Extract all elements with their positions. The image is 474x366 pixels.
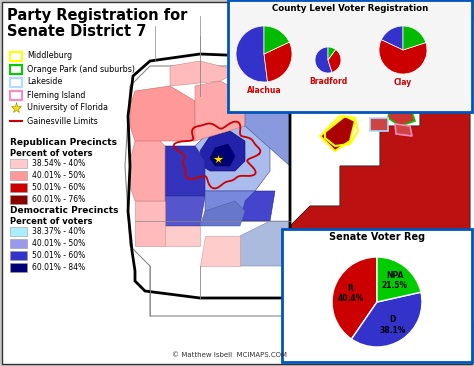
Text: 40.01% - 50%: 40.01% - 50% (32, 172, 85, 180)
Polygon shape (165, 196, 205, 226)
Polygon shape (240, 221, 290, 266)
Polygon shape (388, 106, 415, 126)
Polygon shape (245, 86, 290, 166)
Polygon shape (250, 61, 290, 96)
Bar (120, 21, 474, 321)
Polygon shape (130, 86, 195, 141)
Text: D
38.1%: D 38.1% (379, 315, 406, 335)
Wedge shape (381, 26, 403, 50)
FancyBboxPatch shape (10, 78, 22, 86)
Text: County Level Voter Registration: County Level Voter Registration (272, 4, 428, 13)
Polygon shape (370, 118, 388, 131)
FancyBboxPatch shape (10, 171, 27, 180)
FancyBboxPatch shape (10, 64, 22, 74)
FancyBboxPatch shape (10, 90, 22, 100)
Polygon shape (240, 191, 275, 221)
FancyBboxPatch shape (10, 195, 27, 204)
Wedge shape (328, 47, 336, 60)
Polygon shape (395, 124, 412, 136)
Polygon shape (135, 201, 165, 246)
Text: Middleburg: Middleburg (27, 52, 72, 60)
Text: Party Registration for: Party Registration for (7, 8, 187, 23)
Polygon shape (195, 81, 250, 141)
Polygon shape (200, 201, 245, 226)
Wedge shape (352, 292, 422, 347)
Text: Clay: Clay (394, 78, 412, 87)
Polygon shape (290, 96, 470, 270)
Text: Fleming Island: Fleming Island (27, 90, 85, 100)
FancyBboxPatch shape (282, 229, 472, 362)
Polygon shape (170, 61, 240, 86)
Polygon shape (165, 226, 200, 246)
Text: 60.01% - 76%: 60.01% - 76% (32, 195, 85, 205)
FancyBboxPatch shape (10, 227, 27, 236)
Text: Gainesville Limits: Gainesville Limits (27, 116, 98, 126)
FancyBboxPatch shape (10, 183, 27, 192)
Text: Percent of voters: Percent of voters (10, 217, 92, 226)
Polygon shape (200, 236, 240, 266)
Polygon shape (125, 66, 290, 316)
Text: Lakeside: Lakeside (27, 78, 63, 86)
Text: R
40.4%: R 40.4% (337, 284, 364, 303)
Text: Republican Precincts: Republican Precincts (10, 138, 117, 147)
Wedge shape (315, 47, 332, 73)
Text: 38.54% - 40%: 38.54% - 40% (32, 160, 85, 168)
Text: 40.01% - 50%: 40.01% - 50% (32, 239, 85, 249)
Polygon shape (290, 96, 470, 270)
Text: 60.01% - 84%: 60.01% - 84% (32, 264, 85, 273)
Polygon shape (130, 136, 165, 201)
Polygon shape (320, 116, 355, 151)
Text: Senate District 7: Senate District 7 (7, 24, 146, 39)
Text: Alachua: Alachua (246, 86, 281, 95)
FancyBboxPatch shape (228, 0, 472, 112)
Text: Percent of voters: Percent of voters (10, 149, 92, 158)
Wedge shape (264, 26, 289, 54)
FancyBboxPatch shape (10, 251, 27, 260)
Wedge shape (264, 42, 292, 82)
Wedge shape (379, 40, 427, 74)
Wedge shape (377, 257, 421, 302)
Text: © Matthew Isbell  MCIMAPS.COM: © Matthew Isbell MCIMAPS.COM (173, 352, 288, 358)
Text: 38.37% - 40%: 38.37% - 40% (32, 228, 85, 236)
Polygon shape (205, 191, 255, 221)
Text: Bradford: Bradford (309, 77, 347, 86)
Wedge shape (236, 26, 267, 82)
FancyBboxPatch shape (10, 52, 22, 60)
FancyBboxPatch shape (10, 239, 27, 248)
Polygon shape (195, 126, 270, 191)
FancyBboxPatch shape (10, 159, 27, 168)
Text: Orange Park (and suburbs): Orange Park (and suburbs) (27, 64, 135, 74)
Text: Democratic Precincts: Democratic Precincts (10, 206, 118, 215)
Text: Senate Voter Reg: Senate Voter Reg (329, 232, 425, 242)
Wedge shape (403, 26, 426, 50)
FancyBboxPatch shape (10, 263, 27, 272)
Polygon shape (200, 131, 245, 171)
Text: 50.01% - 60%: 50.01% - 60% (32, 183, 85, 193)
Wedge shape (328, 49, 341, 72)
Wedge shape (332, 257, 377, 339)
Text: NPA
21.5%: NPA 21.5% (382, 270, 408, 290)
Polygon shape (210, 144, 235, 166)
Text: University of Florida: University of Florida (27, 104, 108, 112)
Text: 50.01% - 60%: 50.01% - 60% (32, 251, 85, 261)
Polygon shape (155, 146, 205, 196)
